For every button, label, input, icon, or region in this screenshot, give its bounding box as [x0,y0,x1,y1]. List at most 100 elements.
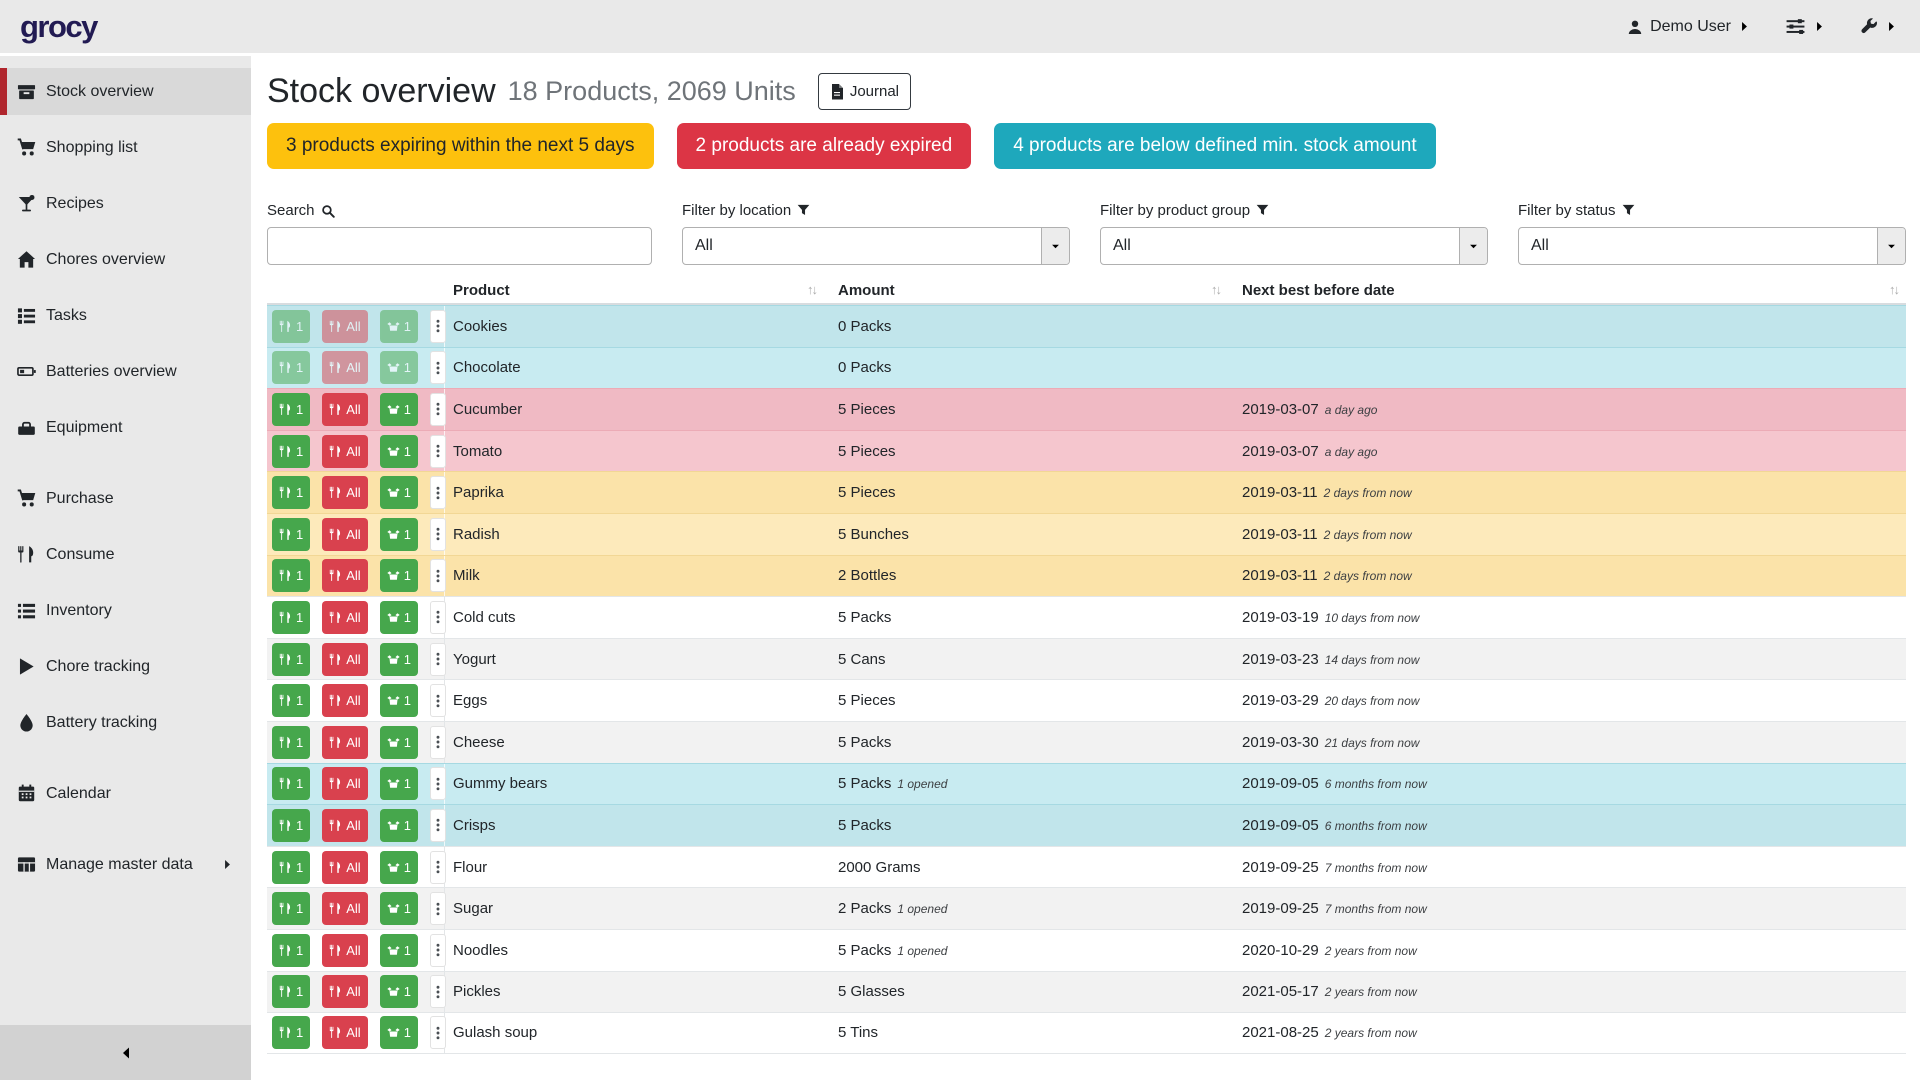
open-one-button[interactable]: 1 [379,975,418,1009]
expiring-alert-badge[interactable]: 3 products expiring within the next 5 da… [267,123,654,169]
row-menu-button[interactable] [429,975,446,1009]
open-one-button[interactable]: 1 [379,517,418,551]
search-input[interactable] [267,227,652,265]
consume-all-button[interactable]: All [322,892,368,926]
consume-all-button[interactable]: All [322,517,368,551]
row-menu-button[interactable] [429,309,446,343]
sidebar-item-batteries-overview[interactable]: Batteries overview [0,348,251,395]
consume-one-button[interactable]: 1 [272,1016,311,1050]
sidebar-item-battery-tracking[interactable]: Battery tracking [0,699,251,746]
settings-menu[interactable] [1785,16,1826,37]
consume-all-button[interactable]: All [322,600,368,634]
open-one-button[interactable]: 1 [379,725,418,759]
consume-all-button[interactable]: All [322,725,368,759]
consume-one-button[interactable]: 1 [272,767,311,801]
below-min-stock-alert-badge[interactable]: 4 products are below defined min. stock … [994,123,1436,169]
sidebar-item-recipes[interactable]: Recipes [0,180,251,227]
consume-one-button[interactable]: 1 [272,892,311,926]
row-menu-button[interactable] [429,933,446,967]
sidebar-item-purchase[interactable]: Purchase [0,475,251,522]
row-menu-button[interactable] [429,725,446,759]
sidebar-item-equipment[interactable]: Equipment [0,404,251,451]
consume-all-button[interactable]: All [322,808,368,842]
consume-all-button[interactable]: All [322,476,368,510]
user-menu[interactable]: Demo User [1627,18,1751,36]
row-menu-button[interactable] [429,517,446,551]
location-select[interactable]: All [682,227,1070,265]
product-group-select[interactable]: All [1100,227,1488,265]
sidebar-item-chore-tracking[interactable]: Chore tracking [0,643,251,690]
consume-all-button[interactable]: All [322,850,368,884]
open-one-button[interactable]: 1 [379,392,418,426]
consume-one-button[interactable]: 1 [272,933,311,967]
system-menu[interactable] [1860,18,1898,36]
consume-one-button[interactable]: 1 [272,559,311,593]
boxes-icon [17,82,36,101]
consume-one-button[interactable]: 1 [272,684,311,718]
row-menu-button[interactable] [429,767,446,801]
row-menu-button[interactable] [429,850,446,884]
column-header-product[interactable]: Product ↑↓ [453,282,818,299]
consume-one-button[interactable]: 1 [272,808,311,842]
sidebar-item-consume[interactable]: Consume [0,531,251,578]
journal-button[interactable]: Journal [817,73,912,110]
row-menu-button[interactable] [429,434,446,468]
column-header-next-best-before-date[interactable]: Next best before date ↑↓ [1242,282,1900,299]
consume-one-button[interactable]: 1 [272,725,311,759]
consume-all-button[interactable]: All [322,559,368,593]
open-one-button[interactable]: 1 [379,1016,418,1050]
column-header-amount[interactable]: Amount ↑↓ [838,282,1222,299]
consume-all-button[interactable]: All [322,642,368,676]
app-logo[interactable]: grocy [20,8,98,44]
consume-one-button[interactable]: 1 [272,476,311,510]
sidebar-item-chores-overview[interactable]: Chores overview [0,236,251,283]
row-menu-button[interactable] [429,392,446,426]
open-one-button[interactable]: 1 [379,559,418,593]
sidebar-item-stock-overview[interactable]: Stock overview [0,68,251,115]
consume-one-button[interactable]: 1 [272,517,311,551]
sidebar-item-manage-master-data[interactable]: Manage master data [0,841,251,888]
status-select[interactable]: All [1518,227,1906,265]
open-one-button[interactable]: 1 [379,600,418,634]
consume-one-button[interactable]: 1 [272,850,311,884]
sidebar-item-shopping-list[interactable]: Shopping list [0,124,251,171]
consume-all-button[interactable]: All [322,975,368,1009]
row-menu-button[interactable] [429,600,446,634]
row-menu-button[interactable] [429,808,446,842]
consume-all-button[interactable]: All [322,933,368,967]
next-best-before-date-cell: 2019-03-19 10 days from now [1234,609,1906,626]
open-one-button[interactable]: 1 [379,933,418,967]
open-one-button[interactable]: 1 [379,476,418,510]
consume-all-button[interactable]: All [322,392,368,426]
consume-one-button[interactable]: 1 [272,975,311,1009]
consume-all-button[interactable]: All [322,434,368,468]
row-menu-button[interactable] [429,1016,446,1050]
row-menu-button[interactable] [429,559,446,593]
open-product-icon [387,694,400,707]
row-menu-button[interactable] [429,892,446,926]
consume-one-button[interactable]: 1 [272,434,311,468]
open-one-button[interactable]: 1 [379,808,418,842]
open-one-button[interactable]: 1 [379,684,418,718]
open-one-button[interactable]: 1 [379,642,418,676]
sidebar-item-calendar[interactable]: Calendar [0,770,251,817]
consume-all-button[interactable]: All [322,767,368,801]
consume-all-button[interactable]: All [322,684,368,718]
open-one-button[interactable]: 1 [379,767,418,801]
sidebar-collapse-button[interactable] [0,1025,251,1080]
row-menu-button[interactable] [429,351,446,385]
row-menu-button[interactable] [429,476,446,510]
sidebar-item-inventory[interactable]: Inventory [0,587,251,634]
open-one-button[interactable]: 1 [379,892,418,926]
consume-one-button[interactable]: 1 [272,642,311,676]
consume-one-button[interactable]: 1 [272,600,311,634]
consume-one-button[interactable]: 1 [272,392,311,426]
sidebar-item-tasks[interactable]: Tasks [0,292,251,339]
row-menu-button[interactable] [429,684,446,718]
open-one-button[interactable]: 1 [379,850,418,884]
date-note: 6 months from now [1324,777,1427,792]
expired-alert-badge[interactable]: 2 products are already expired [676,123,972,169]
consume-all-button[interactable]: All [322,1016,368,1050]
row-menu-button[interactable] [429,642,446,676]
open-one-button[interactable]: 1 [379,434,418,468]
